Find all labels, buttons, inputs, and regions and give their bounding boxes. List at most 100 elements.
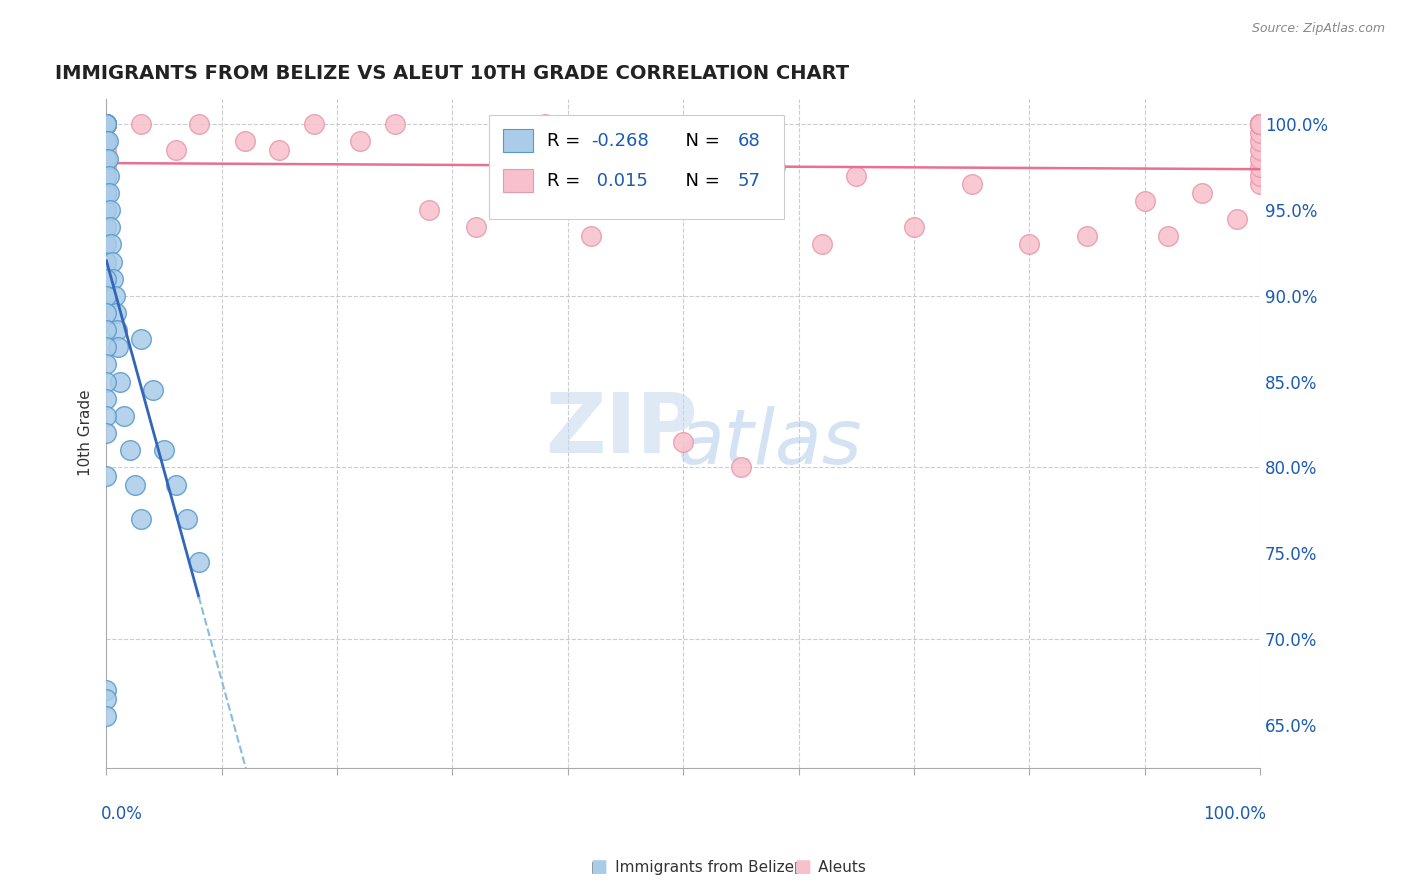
Point: [98, 202, 121, 217]
Point: [96, 160, 118, 174]
Point: [96, 254, 118, 268]
Point: [96, 117, 118, 131]
Point: [96, 169, 118, 183]
Point: [96, 237, 118, 252]
Point: [96, 237, 118, 252]
Point: [672, 434, 695, 449]
Point: [1249, 117, 1271, 131]
Point: [960, 178, 983, 192]
Point: [176, 512, 198, 526]
Point: [810, 237, 832, 252]
Point: [1226, 211, 1249, 226]
Point: [1076, 228, 1098, 243]
Text: IMMIGRANTS FROM BELIZE VS ALEUT 10TH GRADE CORRELATION CHART: IMMIGRANTS FROM BELIZE VS ALEUT 10TH GRA…: [55, 64, 849, 83]
Bar: [503, 169, 533, 192]
Point: [1133, 194, 1156, 209]
Point: [96, 117, 118, 131]
Point: [96, 340, 118, 354]
Point: [96, 117, 118, 131]
Bar: [503, 128, 533, 152]
Point: [142, 383, 165, 397]
Point: [1249, 117, 1271, 131]
Point: [1249, 117, 1271, 131]
Point: [1249, 117, 1271, 131]
Point: [533, 117, 555, 131]
Point: [96, 135, 118, 149]
Point: [1249, 169, 1271, 183]
Point: [124, 477, 146, 491]
Point: [96, 358, 118, 372]
Point: [1249, 117, 1271, 131]
Point: [96, 254, 118, 268]
Point: [165, 143, 187, 157]
Point: [118, 443, 141, 458]
Point: [100, 237, 122, 252]
Point: [96, 220, 118, 235]
Text: R =: R =: [547, 132, 586, 150]
Point: [97, 135, 120, 149]
Text: 57: 57: [737, 172, 761, 190]
Point: [96, 117, 118, 131]
Point: [98, 220, 121, 235]
Point: [96, 692, 118, 706]
Point: [637, 152, 659, 166]
Point: [112, 409, 135, 423]
Point: [765, 160, 787, 174]
Point: [110, 375, 132, 389]
Point: [187, 117, 209, 131]
Point: [96, 186, 118, 200]
Point: [1191, 186, 1213, 200]
Point: [1018, 237, 1040, 252]
Point: [97, 152, 120, 166]
Point: [96, 202, 118, 217]
Text: ZIP: ZIP: [544, 389, 697, 470]
Point: [730, 460, 752, 475]
Point: [101, 254, 124, 268]
Point: [1249, 117, 1271, 131]
Point: [96, 375, 118, 389]
Point: [1156, 228, 1178, 243]
Point: [96, 117, 118, 131]
Text: N =: N =: [673, 132, 725, 150]
Point: [96, 202, 118, 217]
Point: [96, 152, 118, 166]
Point: [129, 512, 152, 526]
Point: [96, 152, 118, 166]
Point: [1249, 143, 1271, 157]
Point: [1249, 178, 1271, 192]
Point: [96, 306, 118, 320]
Point: [165, 477, 187, 491]
Point: [464, 220, 486, 235]
Text: 0.0%: 0.0%: [101, 805, 142, 822]
Point: [96, 271, 118, 285]
Point: [96, 117, 118, 131]
Point: [418, 202, 440, 217]
Point: [96, 169, 118, 183]
Point: [129, 332, 152, 346]
Point: [96, 152, 118, 166]
Text: □  Immigrants from Belize: □ Immigrants from Belize: [591, 860, 793, 874]
Point: [96, 709, 118, 723]
Point: [96, 426, 118, 441]
Point: [153, 443, 176, 458]
Point: [96, 135, 118, 149]
Point: [96, 202, 118, 217]
Point: [1249, 126, 1271, 140]
Point: [384, 117, 406, 131]
Point: [903, 220, 925, 235]
Point: [105, 323, 128, 337]
Point: [302, 117, 325, 131]
Point: [1249, 117, 1271, 131]
Point: [1249, 117, 1271, 131]
Point: [1249, 117, 1271, 131]
Point: [1249, 117, 1271, 131]
Text: □  Aleuts: □ Aleuts: [794, 860, 866, 874]
Point: [96, 220, 118, 235]
Point: [96, 186, 118, 200]
Point: [97, 169, 120, 183]
Point: [96, 135, 118, 149]
Text: Source: ZipAtlas.com: Source: ZipAtlas.com: [1251, 22, 1385, 36]
Text: 68: 68: [737, 132, 761, 150]
Point: [1249, 135, 1271, 149]
Point: [97, 186, 120, 200]
